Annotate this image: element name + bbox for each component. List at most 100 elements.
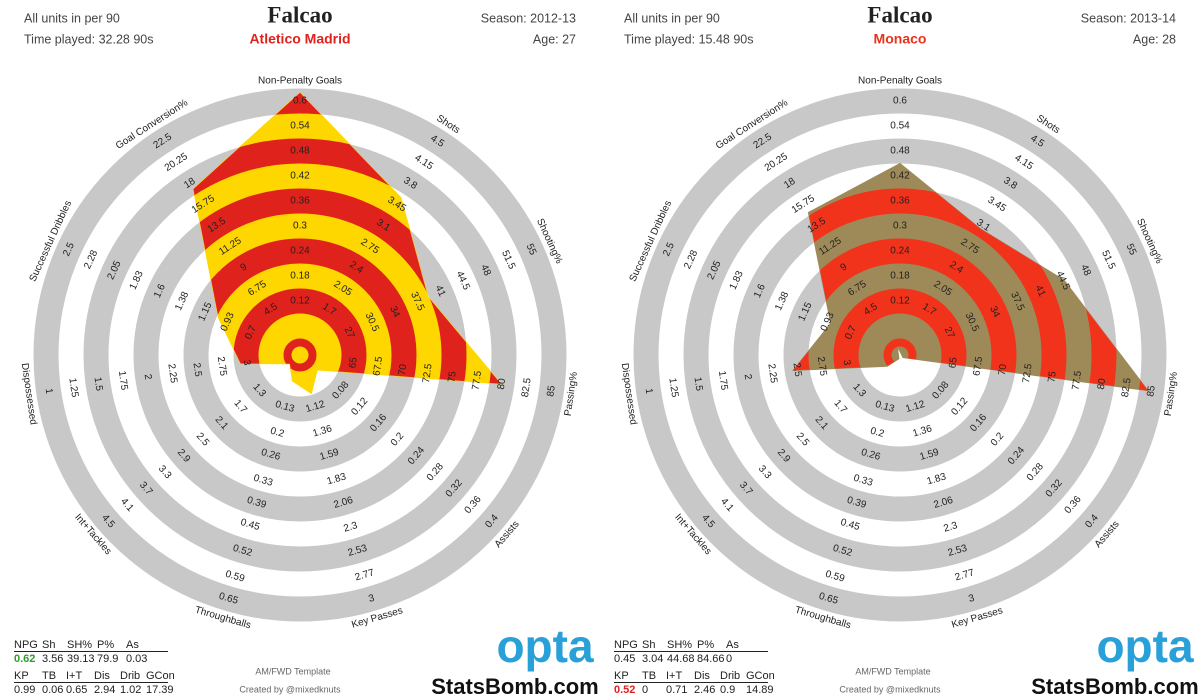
- tick-label: 0.36: [463, 494, 484, 516]
- tick-label: 2.3: [342, 520, 359, 535]
- tick-label: 3: [841, 359, 853, 367]
- tick-label: 0.65: [818, 591, 840, 607]
- tick-label: 4.1: [718, 496, 736, 514]
- stat-label: Sh: [642, 639, 655, 651]
- tick-label: 0.2: [869, 426, 886, 441]
- tick-label: 0.52: [832, 543, 854, 559]
- stat-label: I+T: [666, 670, 682, 682]
- stat-value: 0.65: [66, 684, 87, 696]
- tick-label: 85: [1145, 384, 1158, 397]
- tick-label: 77.5: [470, 370, 484, 391]
- tick-label: 0.48: [890, 146, 910, 157]
- stat-value: 0.52: [614, 684, 635, 696]
- credit: Created by @mixedknuts: [839, 684, 941, 694]
- tick-label: 2.25: [165, 363, 179, 384]
- tick-label: 0.48: [290, 146, 310, 157]
- tick-label: 0.2: [989, 430, 1007, 448]
- stat-label: TB: [642, 670, 656, 682]
- tick-label: 1.75: [116, 370, 130, 391]
- tick-label: 0.6: [293, 96, 307, 107]
- tick-label: 9: [239, 261, 250, 273]
- tick-label: 0.65: [218, 591, 240, 607]
- tick-label: 2.75: [215, 356, 229, 377]
- tick-label: 34: [987, 305, 1002, 320]
- tick-label: 0.59: [224, 569, 246, 585]
- tick-label: 0.39: [246, 495, 268, 511]
- tick-label: 85: [545, 384, 558, 397]
- tick-label: 0.3: [293, 221, 307, 232]
- tick-label: 0.26: [860, 447, 882, 463]
- tick-label: 3.45: [986, 195, 1009, 215]
- stat-value: 0: [726, 653, 732, 665]
- tick-label: 1.36: [312, 423, 334, 439]
- tick-label: 0.24: [890, 246, 910, 257]
- chart-subtitle: Monaco: [874, 31, 927, 47]
- tick-label: 27: [942, 325, 957, 340]
- tick-label: 2.5: [194, 431, 212, 449]
- tick-label: 0.39: [846, 495, 868, 511]
- template: AM/FWD Template: [255, 666, 330, 676]
- tick-label: 3: [241, 359, 253, 367]
- tick-label: 0.36: [1063, 494, 1084, 516]
- tick-label: 82.5: [520, 377, 534, 398]
- site: StatsBomb.com: [1031, 674, 1198, 699]
- tick-label: 75: [446, 370, 459, 383]
- tick-label: 1.59: [318, 447, 340, 463]
- tick-label: 2.77: [954, 567, 976, 583]
- credit: Created by @mixedknuts: [239, 684, 341, 694]
- stat-value: 79.9: [97, 653, 118, 665]
- stat-value: 1.02: [120, 684, 141, 696]
- note: All units in per 90: [24, 11, 120, 25]
- tick-label: 2.25: [765, 363, 779, 384]
- axis-label: Non-Penalty Goals: [258, 76, 342, 87]
- tick-label: 1.12: [904, 399, 926, 415]
- tick-label: 0.12: [290, 296, 310, 307]
- tick-label: 20.25: [763, 151, 790, 174]
- band: [193, 138, 501, 394]
- stat-value: 84.66: [697, 653, 725, 665]
- tick-label: 0.59: [824, 569, 846, 585]
- chart-subtitle: Atletico Madrid: [249, 31, 350, 47]
- tick-label: 70: [397, 363, 410, 376]
- note: Age: 27: [533, 32, 576, 46]
- tick-label: 1.36: [912, 423, 934, 439]
- tick-label: 4.15: [1013, 153, 1036, 173]
- tick-label: 72.5: [1021, 363, 1035, 384]
- tick-label: 0.3: [893, 221, 907, 232]
- tick-label: 44.5: [454, 270, 472, 293]
- note: Season: 2013-14: [1081, 11, 1176, 25]
- tick-label: 0.18: [890, 271, 910, 282]
- tick-label: 77.5: [1070, 370, 1084, 391]
- tick-label: 41: [433, 284, 448, 299]
- tick-label: 0.12: [890, 296, 910, 307]
- stat-value: 0.62: [14, 653, 35, 665]
- tick-label: 3.3: [156, 463, 174, 481]
- tick-label: 0.33: [252, 473, 274, 489]
- tick-label: 0.26: [260, 447, 282, 463]
- stat-label: Drib: [120, 670, 140, 682]
- tick-label: 0.52: [232, 543, 254, 559]
- tick-label: 1: [643, 388, 655, 396]
- stat-label: P%: [97, 639, 114, 651]
- tick-label: 0.12: [949, 396, 970, 418]
- site: StatsBomb.com: [431, 674, 598, 699]
- stat-value: 0.71: [666, 684, 687, 696]
- stat-label: GCon: [146, 670, 175, 682]
- tick-label: 27: [342, 325, 357, 340]
- tick-label: 0.12: [349, 396, 370, 418]
- tick-label: 0.45: [839, 517, 861, 533]
- tick-label: 2.5: [190, 362, 203, 378]
- tick-label: 0.28: [1025, 461, 1046, 483]
- note: Age: 28: [1133, 32, 1176, 46]
- tick-label: 75: [1046, 370, 1059, 383]
- tick-label: 51.5: [1099, 249, 1117, 272]
- tick-label: 2.5: [794, 431, 812, 449]
- tick-label: 0.28: [425, 461, 446, 483]
- template: AM/FWD Template: [855, 666, 930, 676]
- tick-label: 3: [367, 593, 376, 605]
- tick-label: 55: [524, 242, 539, 257]
- tick-label: 2.06: [933, 495, 955, 511]
- tick-label: 2.53: [947, 543, 969, 559]
- stat-value: 44.68: [667, 653, 695, 665]
